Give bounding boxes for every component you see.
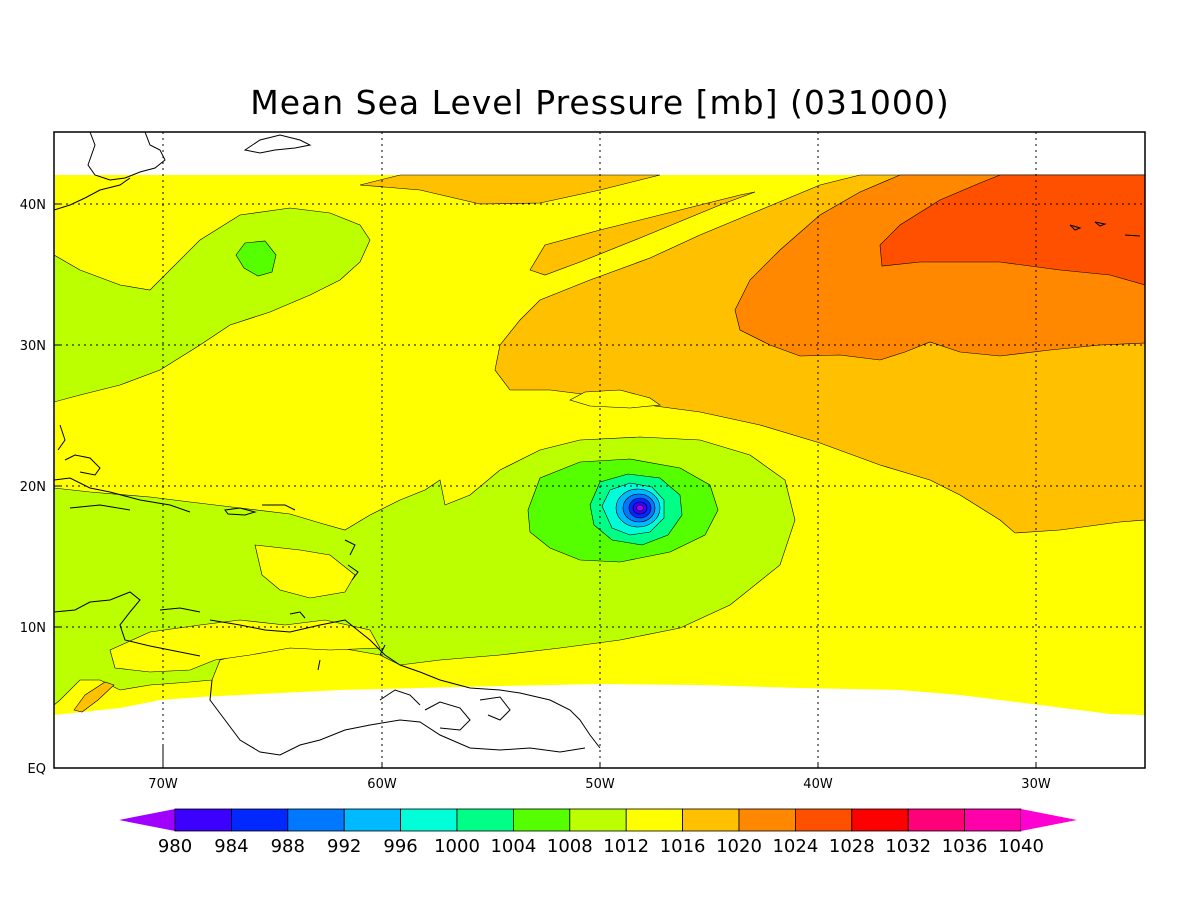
- y-axis-labels: EQ 10N 20N 30N 40N: [20, 198, 46, 777]
- colorbar: 980 984 988 992 996 1000 1004 1008 1012 1016 1020 1…: [119, 808, 1077, 857]
- field-1016-tongue: [569, 389, 661, 409]
- colorbar-label: 1040: [998, 836, 1044, 857]
- colorbar-swatch: [851, 808, 909, 832]
- x-tick-label: 60W: [367, 777, 397, 792]
- colorbar-label: 984: [214, 836, 248, 857]
- colorbar-label: 1000: [434, 836, 480, 857]
- colorbar-swatch: [625, 808, 684, 832]
- field-1020-west: [529, 191, 756, 276]
- field-980: [636, 504, 644, 512]
- colorbar-swatch: [513, 808, 571, 832]
- colorbar-label: 1004: [490, 836, 536, 857]
- colorbar-swatch: [682, 808, 740, 832]
- colorbar-label: 1028: [829, 836, 875, 857]
- x-tick-label: 50W: [585, 777, 615, 792]
- x-tick-label: 70W: [148, 777, 178, 792]
- colorbar-label: 992: [327, 836, 361, 857]
- y-tick-label: 40N: [20, 198, 46, 213]
- coastlines: [54, 132, 1141, 768]
- x-tick-label: 40W: [803, 777, 833, 792]
- plot-area: [54, 132, 1145, 768]
- y-tick-label: 30N: [20, 339, 46, 354]
- colorbar-label: 988: [271, 836, 305, 857]
- colorbar-arrow-left: [119, 809, 175, 831]
- colorbar-label: 1020: [716, 836, 762, 857]
- y-tick-label: EQ: [28, 762, 46, 777]
- x-tick-label: 30W: [1021, 777, 1051, 792]
- colorbar-arrow-right: [1021, 809, 1077, 831]
- gridlines: [54, 132, 1145, 768]
- field-1012-northwest: [54, 207, 371, 403]
- colorbar-swatch: [964, 808, 1022, 832]
- colorbar-label: 1032: [885, 836, 931, 857]
- colorbar-swatch: [230, 808, 289, 832]
- y-tick-label: 10N: [20, 621, 46, 636]
- colorbar-swatch: [569, 808, 627, 832]
- colorbar-swatch: [343, 808, 402, 832]
- field-1008-small: [235, 240, 277, 277]
- tick-marks: [54, 203, 1037, 769]
- colorbar-label: 1024: [772, 836, 818, 857]
- colorbar-label: 1016: [660, 836, 706, 857]
- field-1020-colombia: [73, 681, 115, 713]
- field-1016-caribbean: [254, 544, 356, 599]
- colorbar-label: 1036: [942, 836, 988, 857]
- colorbar-label: 1008: [547, 836, 593, 857]
- x-axis-labels: 70W 60W 50W 40W 30W: [148, 777, 1051, 792]
- colorbar-swatch: [400, 808, 458, 832]
- y-tick-label: 20N: [20, 480, 46, 495]
- map-title: Mean Sea Level Pressure [mb] (031000): [250, 83, 949, 122]
- field-1016-central-america: [109, 619, 381, 673]
- colorbar-swatch: [795, 808, 853, 832]
- field-1020-north: [359, 174, 661, 205]
- colorbar-swatch: [287, 808, 345, 832]
- field-1028: [879, 174, 1145, 286]
- colorbar-swatch: [738, 808, 796, 832]
- colorbar-label: 980: [158, 836, 192, 857]
- colorbar-swatch: [174, 808, 232, 832]
- colorbar-label: 996: [383, 836, 417, 857]
- colorbar-swatch: [456, 808, 514, 832]
- colorbar-swatch: [907, 808, 966, 832]
- colorbar-label: 1012: [603, 836, 649, 857]
